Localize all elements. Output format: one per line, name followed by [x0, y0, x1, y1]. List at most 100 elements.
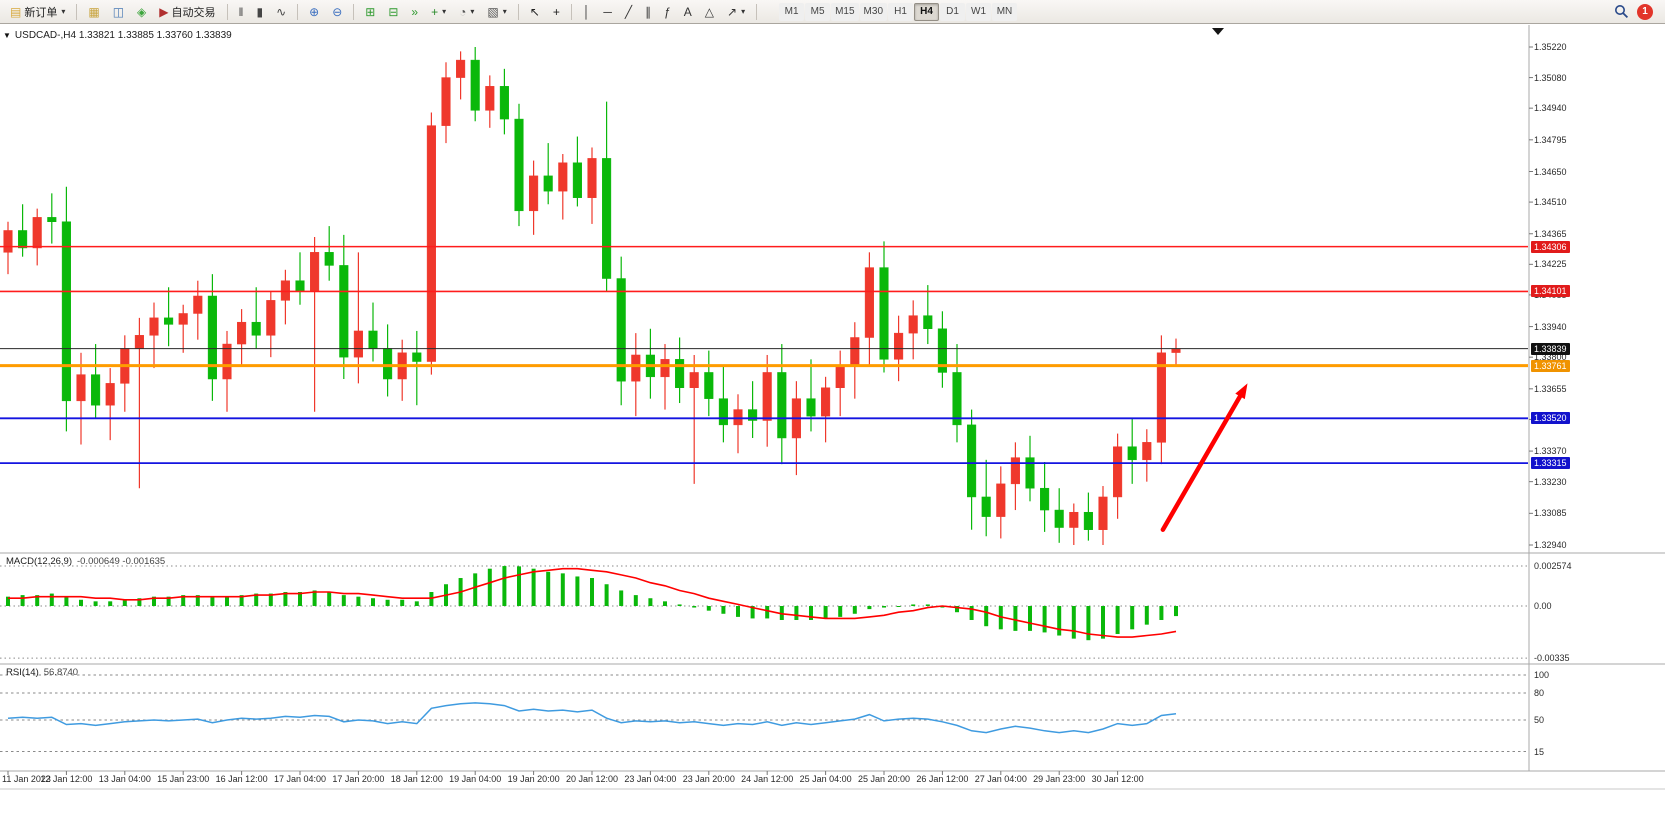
- data-window-icon: ◫: [112, 4, 125, 19]
- macd-histogram-bar: [210, 596, 215, 606]
- macd-histogram-bar: [575, 576, 580, 606]
- candle-bull: [529, 160, 539, 235]
- cursor-button[interactable]: ↖: [524, 2, 546, 22]
- toolbar: ▤ 新订单 ▾ ▦ ◫ ◈ ▶ 自动交易 ‖ ▮ ∿ ⊕ ⊖ ⊞ ⊟» + ▾ ◔ ▾ ▧ ▾ ↖ + …: [0, 0, 1665, 24]
- macd-histogram-bar: [1159, 606, 1164, 620]
- timeframe-button-m30[interactable]: M30: [859, 2, 887, 21]
- auto-arrange-icon: ⊟: [388, 4, 399, 19]
- macd-histogram-bar: [1130, 606, 1135, 630]
- macd-histogram-bar: [750, 606, 755, 619]
- timeframe-button-m15[interactable]: M15: [831, 2, 859, 21]
- market-watch-button[interactable]: ▦: [82, 2, 105, 22]
- arrows-button[interactable]: ↗ ▾: [721, 2, 751, 22]
- crosshair-button[interactable]: +: [547, 2, 566, 22]
- timeframe-button-d1[interactable]: D1: [940, 2, 965, 21]
- candle-bull: [485, 75, 495, 128]
- candle-bull: [3, 221, 13, 275]
- candle-bull: [689, 354, 699, 484]
- search-icon[interactable]: [1614, 4, 1629, 19]
- shapes-button[interactable]: △: [699, 2, 720, 22]
- templates-button[interactable]: ▧ ▾: [481, 2, 512, 22]
- timeframe-button-m1[interactable]: M1: [779, 2, 805, 21]
- timeframe-button-m5[interactable]: M5: [805, 2, 831, 21]
- macd-histogram-bar: [1057, 606, 1062, 636]
- candle-bear: [704, 350, 714, 417]
- macd-histogram: [6, 566, 1178, 641]
- macd-histogram-bar: [896, 606, 901, 607]
- notification-badge[interactable]: 1: [1637, 3, 1653, 20]
- notification-count: 1: [1642, 6, 1648, 17]
- fibonacci-button[interactable]: ƒ: [658, 2, 677, 22]
- candle-bull: [353, 252, 363, 384]
- macd-histogram-bar: [473, 573, 478, 606]
- macd-histogram-bar: [648, 598, 653, 606]
- auto-trading-icon: ▶: [159, 4, 169, 19]
- new-order-button[interactable]: ▤ 新订单 ▾: [4, 2, 71, 22]
- bar-chart-button[interactable]: ‖: [233, 2, 250, 22]
- auto-trading-button[interactable]: ▶ 自动交易: [153, 2, 221, 22]
- candle-bear: [412, 330, 422, 406]
- macd-histogram-bar: [1101, 606, 1105, 639]
- macd-histogram-bar: [108, 601, 113, 606]
- candle-bear: [981, 459, 991, 537]
- macd-histogram-bar: [181, 595, 186, 606]
- arrows-icon: ↗: [727, 4, 738, 19]
- zoom-out-button[interactable]: ⊖: [326, 2, 348, 22]
- dropdown-group: + ▾ ◔ ▾ ▧ ▾: [425, 2, 513, 22]
- trend-arrow[interactable]: [1160, 383, 1248, 532]
- macd-histogram-bar: [487, 568, 492, 606]
- navigator-button[interactable]: ◈: [131, 2, 152, 22]
- macd-histogram-bar: [341, 595, 346, 606]
- horizontal-line-button[interactable]: ─: [597, 2, 618, 22]
- candle-bull: [631, 333, 641, 417]
- macd-histogram-bar: [663, 601, 667, 606]
- auto-arrange-button[interactable]: ⊟: [382, 2, 404, 22]
- candle-bear: [368, 302, 378, 362]
- caret-down-icon: ▾: [502, 7, 507, 16]
- candle-bear: [806, 359, 816, 432]
- cursor-icon: ↖: [529, 4, 540, 19]
- vertical-line-icon: │: [582, 4, 591, 19]
- chart-shift-button[interactable]: »: [405, 2, 424, 22]
- macd-histogram-bar: [414, 601, 419, 606]
- macd-histogram-bar: [590, 578, 594, 606]
- timeframe-button-mn[interactable]: MN: [992, 2, 1017, 21]
- candle-bull: [1098, 486, 1108, 545]
- candlestick-chart-button[interactable]: ▮: [250, 2, 269, 22]
- text-button[interactable]: A: [678, 2, 698, 22]
- periods-button[interactable]: ◔ ▾: [453, 2, 480, 22]
- timeframe-button-h1[interactable]: H1: [888, 2, 913, 21]
- tile-windows-button[interactable]: ⊞: [359, 2, 381, 22]
- indicators-button[interactable]: + ▾: [425, 2, 452, 22]
- macd-histogram-bar: [692, 606, 697, 608]
- candles-group: [3, 47, 1181, 545]
- macd-histogram-bar: [166, 596, 171, 606]
- line-chart-button[interactable]: ∿: [270, 2, 292, 22]
- macd-histogram-bar: [1028, 606, 1032, 631]
- macd-histogram-bar: [502, 566, 507, 606]
- caret-down-icon: ▾: [61, 7, 66, 16]
- candle-bear: [543, 143, 553, 205]
- data-window-button[interactable]: ◫: [107, 2, 130, 22]
- candle-bull: [835, 350, 845, 417]
- line-chart-icon: ∿: [276, 4, 287, 19]
- toolbar-separator: [76, 3, 78, 20]
- timeframe-button-w1[interactable]: W1: [966, 2, 991, 21]
- chart-shift-marker-icon[interactable]: [1212, 28, 1224, 35]
- zoom-in-button[interactable]: ⊕: [303, 2, 325, 22]
- macd-histogram-bar: [356, 596, 361, 606]
- candle-bull: [1069, 503, 1079, 545]
- zoom-group: ⊕ ⊖: [303, 2, 348, 22]
- channel-button[interactable]: ∥: [639, 2, 657, 22]
- trendline-icon: ╱: [624, 4, 633, 19]
- candle-bear: [645, 328, 655, 399]
- timeframe-button-h4[interactable]: H4: [914, 2, 939, 21]
- macd-histogram-bar: [823, 606, 828, 619]
- trendline-button[interactable]: ╱: [619, 2, 638, 22]
- vertical-line-button[interactable]: │: [577, 2, 597, 22]
- candle-bear: [602, 101, 612, 292]
- toolbar-separator: [756, 3, 758, 20]
- macd-histogram-bar: [195, 595, 200, 606]
- macd-histogram-bar: [225, 596, 229, 606]
